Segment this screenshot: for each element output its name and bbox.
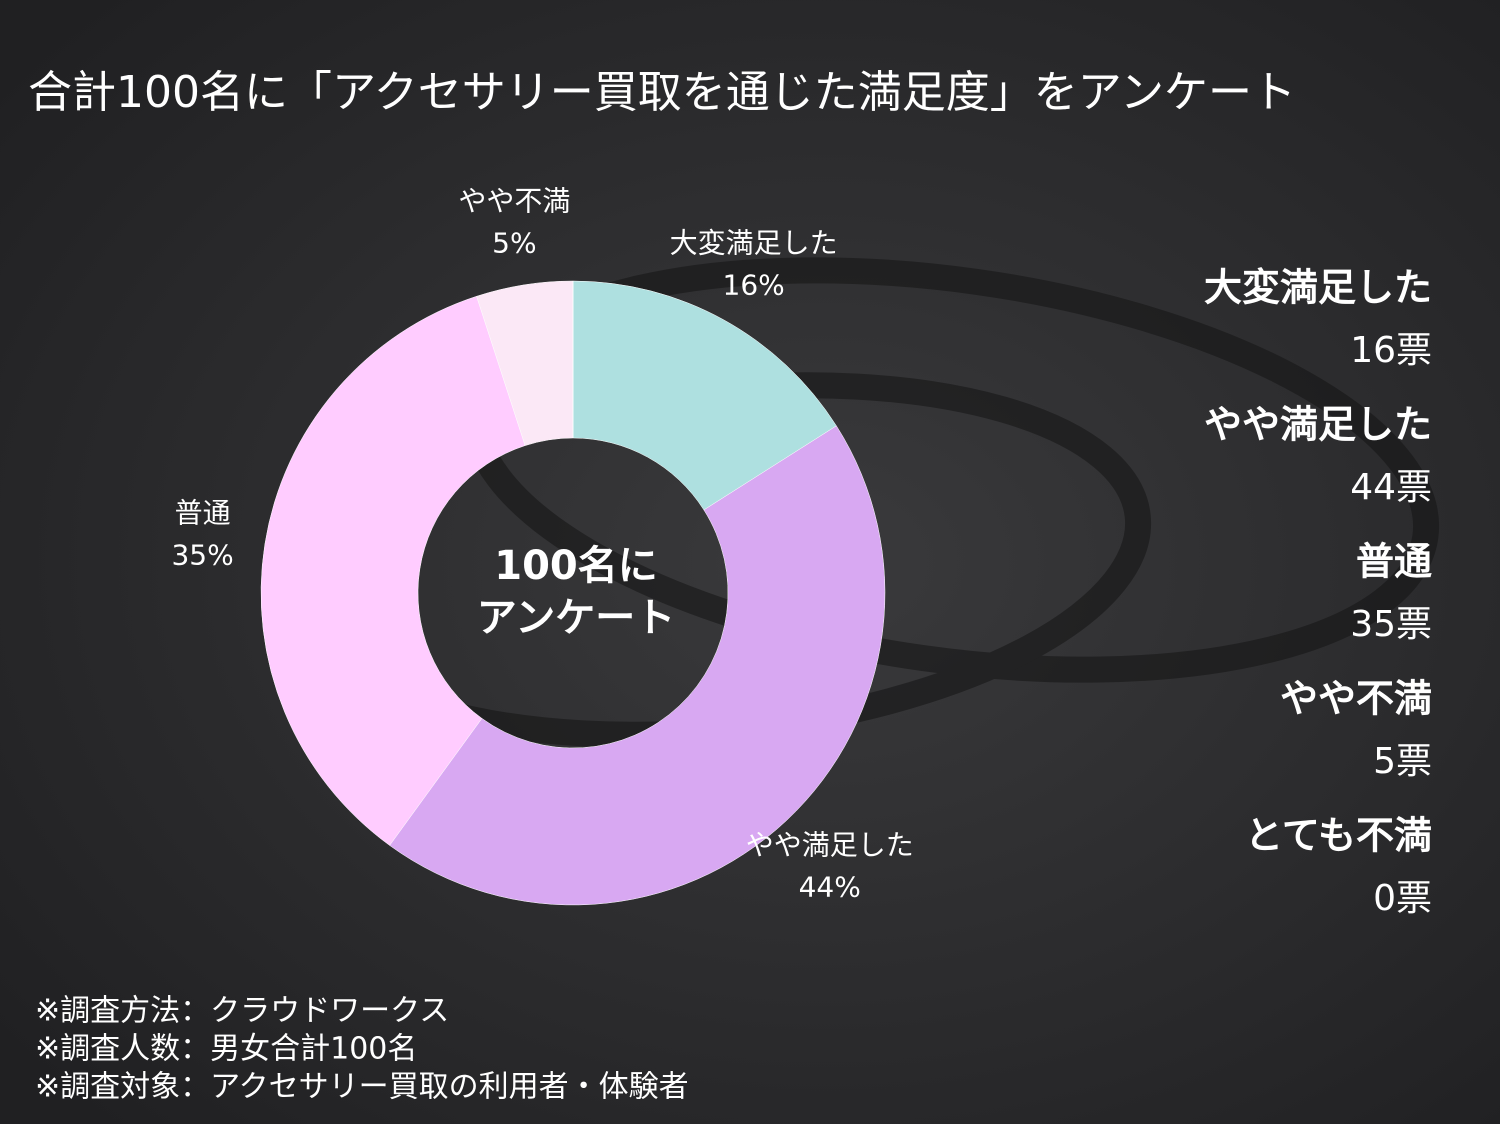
legend-value: 5票 (1373, 741, 1432, 782)
legend-value: 35票 (1350, 604, 1432, 645)
center-text: 100名に (494, 543, 658, 589)
legend-value: 44票 (1350, 467, 1432, 508)
donut: 大変満足した 16% やや満足した 44% 普通 35% やや不満 5% (171, 185, 914, 906)
legend-label: 普通 (1356, 540, 1432, 584)
note: ※調査対象：アクセサリー買取の利用者・体験者 (35, 1070, 689, 1105)
chart-title: 合計100名に「アクセサリー買取を通じた満足度」をアンケート (28, 67, 1296, 118)
legend-label: やや不満 (1280, 677, 1432, 721)
donut-slice (260, 295, 526, 846)
note: ※調査人数：男女合計100名 (35, 1032, 417, 1067)
legend-value: 0票 (1373, 878, 1432, 919)
legend-label: とても不満 (1245, 814, 1432, 858)
slice-label: やや満足した (746, 828, 914, 861)
slice-value-label: 16% (723, 268, 785, 301)
slice-value-label: 5% (492, 227, 536, 260)
legend-label: やや満足した (1204, 403, 1432, 447)
slice-value-label: 44% (799, 870, 861, 903)
legend-value: 16票 (1350, 330, 1432, 371)
slice-value-label: 35% (171, 538, 233, 571)
donut-slice (572, 280, 837, 511)
center-text: アンケート (477, 595, 675, 641)
slice-label: 普通 (175, 496, 231, 529)
legend-label: 大変満足した (1204, 266, 1432, 310)
slice-label: やや不満 (458, 185, 570, 218)
donut-slice (389, 425, 886, 906)
note: ※調査方法：クラウドワークス (35, 994, 449, 1029)
slice-label: 大変満足した (670, 226, 838, 259)
